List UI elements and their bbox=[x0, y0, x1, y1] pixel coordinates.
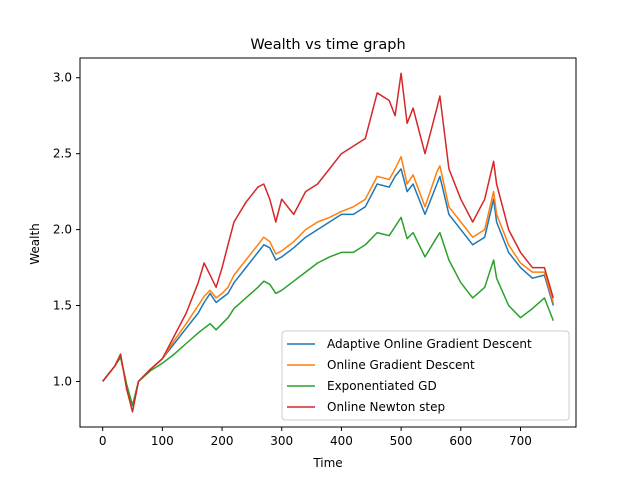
y-tick-label: 3.0 bbox=[53, 71, 72, 85]
legend: Adaptive Online Gradient Descent Online G… bbox=[281, 330, 570, 421]
legend-items: Adaptive Online Gradient Descent Online G… bbox=[287, 337, 532, 414]
series-layer bbox=[102, 72, 555, 413]
x-tick-label: 200 bbox=[211, 434, 234, 448]
x-axis-ticks: 0 100 200 300 400 500 600 700 bbox=[99, 427, 532, 448]
y-tick-label: 1.0 bbox=[53, 374, 72, 388]
x-tick-label: 600 bbox=[449, 434, 472, 448]
series-line-online-newton-step bbox=[102, 72, 555, 413]
y-axis-ticks: 1.0 1.5 2.0 2.5 3.0 bbox=[53, 71, 80, 388]
y-tick-label: 2.0 bbox=[53, 223, 72, 237]
series-line-exponentiated-gd bbox=[102, 216, 554, 407]
y-axis-label: Wealth bbox=[28, 223, 42, 265]
y-tick-label: 1.5 bbox=[53, 299, 72, 313]
x-tick-label: 300 bbox=[270, 434, 293, 448]
x-axis-label: Time bbox=[312, 456, 342, 470]
chart-title: Wealth vs time graph bbox=[250, 37, 405, 53]
x-tick-label: 100 bbox=[151, 434, 174, 448]
series-line-adaptive-online-gradient-descent bbox=[102, 168, 555, 407]
legend-box bbox=[281, 330, 570, 421]
legend-label-exponentiated-gd: Exponentiated GD bbox=[327, 379, 437, 393]
series-line-online-gradient-descent bbox=[102, 155, 555, 407]
legend-label-online-gradient-descent: Online Gradient Descent bbox=[327, 358, 475, 372]
x-tick-label: 400 bbox=[330, 434, 353, 448]
x-tick-label: 700 bbox=[509, 434, 532, 448]
y-tick-label: 2.5 bbox=[53, 147, 72, 161]
x-tick-label: 500 bbox=[390, 434, 413, 448]
legend-label-adaptive-online-gradient-descent: Adaptive Online Gradient Descent bbox=[327, 337, 532, 351]
legend-label-online-newton-step: Online Newton step bbox=[327, 400, 445, 414]
plot-frame bbox=[79, 57, 577, 428]
x-tick-label: 0 bbox=[99, 434, 107, 448]
